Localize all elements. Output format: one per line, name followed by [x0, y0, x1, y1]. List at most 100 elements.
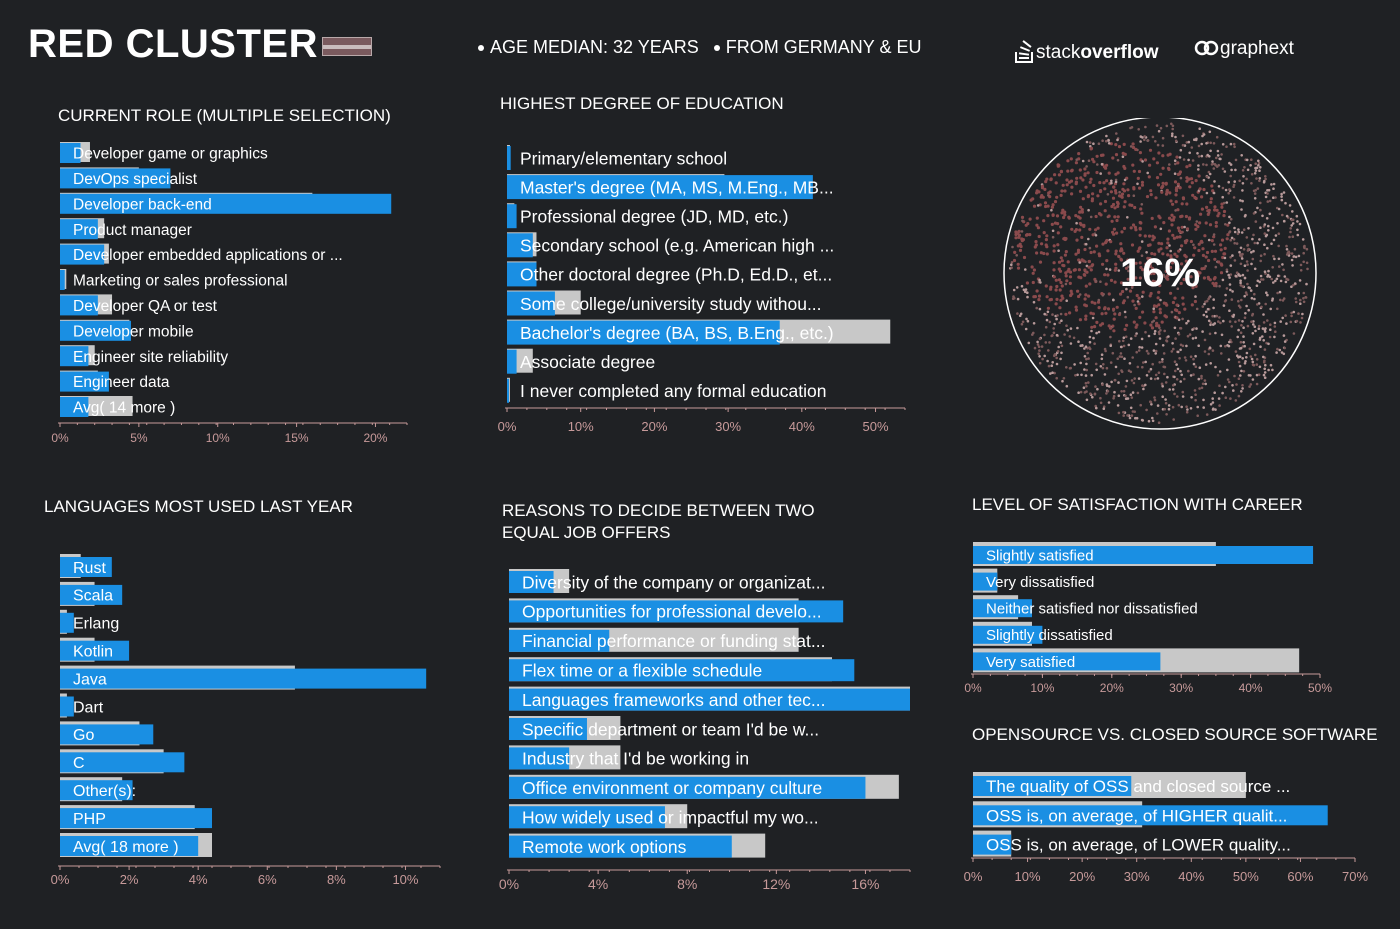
bubble-dot	[1167, 167, 1171, 171]
bubble-dot	[1274, 330, 1277, 333]
bubble-dot	[1238, 364, 1242, 368]
bubble-dot	[1243, 362, 1247, 365]
bubble-dot	[1015, 254, 1018, 257]
bubble-dot	[1279, 279, 1283, 283]
bubble-dot	[1268, 212, 1272, 216]
bubble-dot	[1040, 345, 1044, 348]
bubble-dot	[1031, 197, 1035, 201]
bubble-dot	[1152, 271, 1156, 276]
bubble-dot	[1264, 363, 1267, 367]
reasons-bar-cluster	[509, 806, 665, 829]
bubble-dot	[1192, 243, 1195, 247]
bubble-dot	[1201, 382, 1205, 386]
bubble-dot	[1282, 352, 1286, 356]
bubble-dot	[1118, 355, 1122, 358]
bubble-dot	[1297, 292, 1300, 295]
bubble-dot	[1270, 277, 1273, 281]
bubble-dot	[1127, 265, 1130, 269]
satisfaction-category-label: Slightly satisfied	[986, 547, 1094, 564]
bubble-dot	[1137, 377, 1141, 380]
bubble-dot	[1207, 352, 1211, 356]
bubble-dot	[1087, 208, 1090, 212]
bubble-dot	[1109, 344, 1112, 347]
bubble-dot	[1163, 372, 1166, 376]
bubble-dot	[1130, 286, 1134, 289]
role-category-label: Avg( 14 more )	[73, 400, 175, 417]
bubble-dot	[1089, 392, 1092, 396]
origin: FROM GERMANY & EU	[725, 37, 922, 57]
bubble-dot	[1128, 203, 1132, 207]
bubble-dot	[1138, 233, 1142, 237]
bubble-dot	[1048, 341, 1051, 344]
bubble-dot	[1145, 408, 1148, 412]
bubble-dot	[1102, 181, 1106, 185]
bubble-dot	[1063, 333, 1066, 336]
bubble-dot	[1074, 305, 1078, 309]
bubble-dot	[1233, 145, 1236, 149]
bubble-dot	[1115, 200, 1120, 204]
bubble-dot	[1219, 271, 1224, 275]
bubble-dot	[1194, 223, 1198, 227]
bubble-dot	[1216, 149, 1220, 153]
role-bar-benchmark	[60, 192, 313, 213]
satisfaction-bar-cluster	[973, 625, 1043, 644]
bubble-dot	[1055, 214, 1060, 218]
bubble-dot	[1022, 255, 1027, 260]
bubble-dot	[1147, 352, 1150, 355]
bubble-dot	[1161, 181, 1165, 185]
bubble-dot	[1218, 370, 1222, 373]
bubble-dot	[1207, 170, 1211, 174]
bubble-dot	[1151, 419, 1155, 423]
reasons-bar-benchmark	[509, 804, 688, 829]
bubble-dot	[1258, 179, 1261, 183]
reasons-bar-benchmark	[509, 833, 766, 858]
bubble-dot	[1151, 320, 1154, 324]
bubble-dot	[1213, 391, 1216, 395]
bubble-dot	[1179, 148, 1183, 152]
bubble-dot	[1173, 375, 1176, 379]
bubble-dot	[1114, 178, 1118, 182]
bubble-dot	[1124, 385, 1128, 388]
bubble-dot	[1063, 236, 1067, 240]
bubble-dot	[1232, 142, 1236, 146]
bubble-dot	[1202, 133, 1206, 136]
bubble-dot	[1141, 290, 1145, 294]
bubble-dot	[1132, 194, 1136, 197]
bubble-dot	[1268, 335, 1272, 339]
bubble-dot	[1010, 263, 1013, 266]
bubble-dot	[1160, 186, 1164, 190]
bubble-dot	[1253, 172, 1257, 175]
bubble-dot	[1243, 316, 1247, 319]
reasons-bar-benchmark	[509, 774, 899, 799]
bubble-dot	[1176, 395, 1179, 398]
bubble-dot	[1130, 379, 1134, 382]
education-tick-label: 20%	[641, 419, 667, 434]
bubble-dot	[1141, 160, 1144, 163]
bubble-dot	[1129, 126, 1132, 130]
bubble-dot	[1043, 312, 1046, 316]
bubble-dot	[1152, 310, 1156, 314]
bubble-dot	[1117, 381, 1120, 384]
bubble-dot	[1299, 302, 1302, 305]
bubble-dot	[1215, 135, 1219, 139]
bubble-dot	[1095, 331, 1098, 335]
bubble-dot	[1032, 268, 1036, 272]
bubble-dot	[1291, 222, 1295, 225]
bubble-dot	[1088, 227, 1092, 231]
bubble-dot	[1220, 153, 1223, 156]
bubble-dot	[1081, 197, 1085, 201]
bubble-dot	[1035, 189, 1039, 193]
bubble-dot	[1185, 321, 1188, 325]
bubble-dot	[1140, 254, 1144, 257]
bubble-dot	[1095, 320, 1099, 324]
bubble-dot	[1195, 137, 1198, 141]
bubble-dot	[1228, 320, 1232, 323]
bubble-dot	[1203, 338, 1207, 342]
bubble-dot	[1176, 161, 1180, 165]
bubble-dot	[1157, 303, 1161, 307]
bubble-dot	[1200, 377, 1203, 380]
languages-bar-cluster	[60, 668, 427, 689]
bubble-dot	[1263, 359, 1266, 363]
bubble-dot	[1196, 405, 1199, 409]
